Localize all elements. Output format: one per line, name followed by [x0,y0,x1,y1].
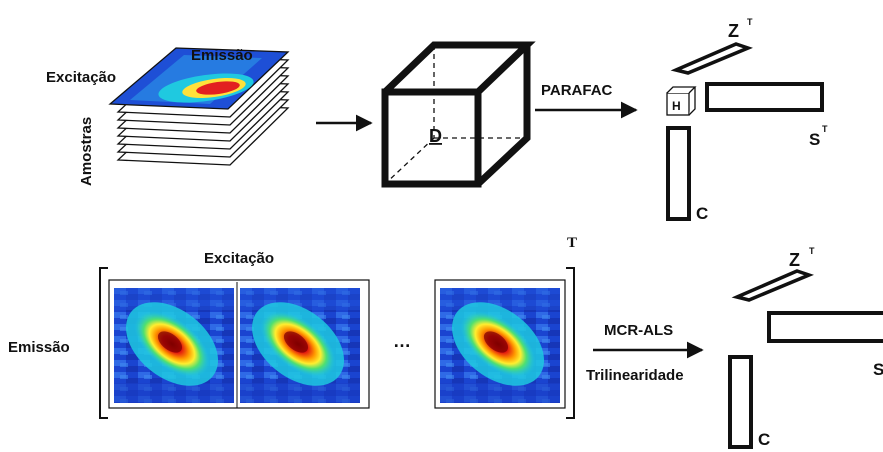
matrix-bracket-right [566,267,575,419]
axis-label-excitation: Excitação [46,69,116,86]
matrix-bracket-left [99,267,108,419]
matrix-transpose: T [567,235,577,251]
augmented-label-emission: Emissão [8,339,70,356]
sample-stack [108,47,290,166]
mcr-factor-label-s: S [873,360,883,379]
factor-s-transpose: T [822,124,828,134]
mcr-factor-s [767,311,883,343]
parafac-factor-z [670,42,753,75]
augmented-label-excitation: Excitação [204,250,274,267]
data-cube [381,41,536,188]
fluorescence-map-2 [236,285,360,403]
factor-z-transpose: T [747,17,753,27]
mcr-factor-label-z: Z [789,250,800,270]
mcr-factor-z-transpose: T [809,246,815,256]
parafac-core-h [666,86,697,116]
factor-label-s: S [809,130,820,149]
constraint-trilinearity: Trilinearidade [586,367,684,384]
core-label-h: H [672,99,681,113]
cube-label-d: D [429,126,442,146]
method-parafac: PARAFAC [541,82,613,99]
mcr-factor-z [731,269,814,302]
axis-label-emission: Emissão [191,47,253,64]
axis-label-samples: Amostras [78,117,95,186]
fluorescence-map-n [436,285,560,403]
parafac-factor-s [705,82,824,112]
mcr-factor-label-c: C [758,430,770,449]
factor-label-c: C [696,204,708,223]
fluorescence-map-1 [110,285,234,403]
parafac-factor-c [666,126,691,221]
method-mcr-als: MCR-ALS [604,322,673,339]
factor-label-z: Z [728,21,739,41]
mcr-factor-c [728,355,753,449]
matrix-ellipsis: … [393,331,411,351]
